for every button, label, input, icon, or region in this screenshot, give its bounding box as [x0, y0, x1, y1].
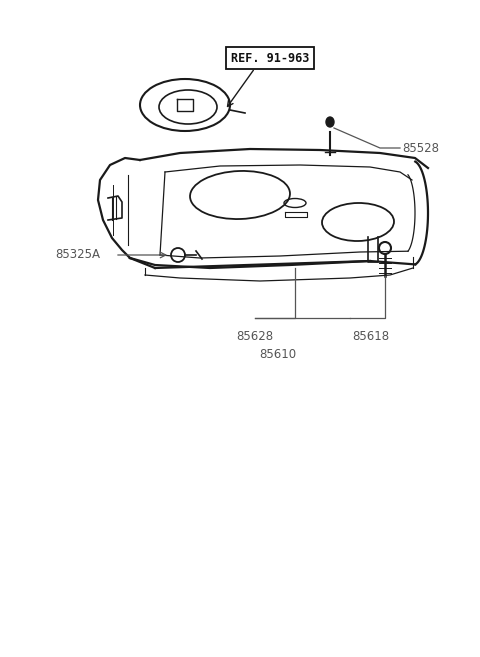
Ellipse shape: [326, 117, 334, 127]
Text: REF. 91-963: REF. 91-963: [231, 51, 309, 64]
Text: 85528: 85528: [402, 141, 439, 154]
Text: 85325A: 85325A: [55, 248, 100, 261]
Text: 85610: 85610: [259, 348, 297, 361]
Text: 85618: 85618: [352, 330, 389, 343]
Text: 85628: 85628: [237, 330, 274, 343]
